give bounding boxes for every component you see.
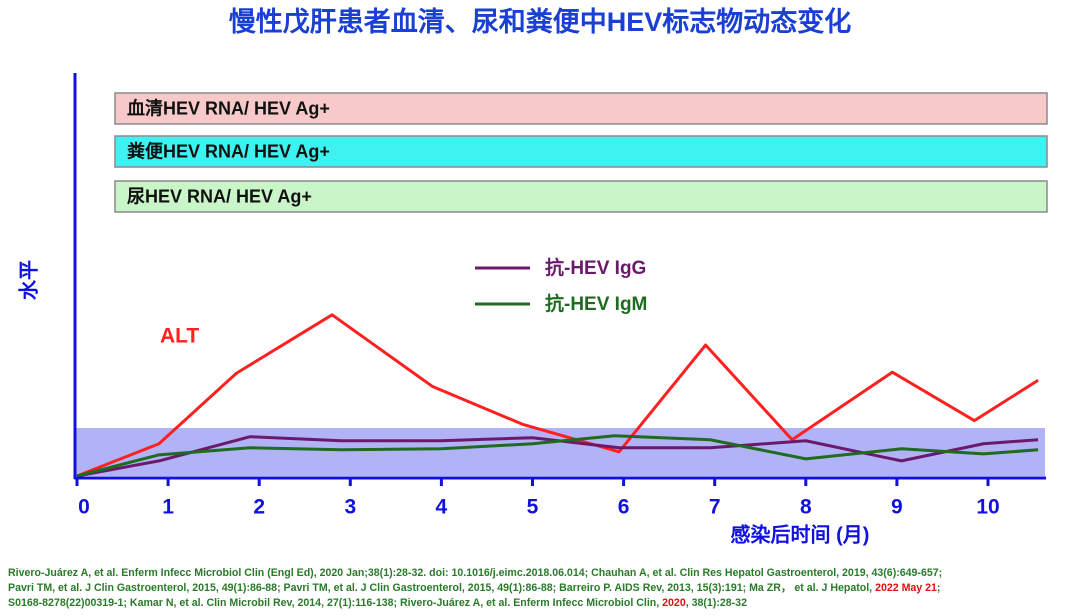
x-tick-label: 10 bbox=[976, 496, 999, 519]
x-tick-label: 3 bbox=[344, 496, 356, 519]
x-tick-label: 4 bbox=[436, 496, 448, 519]
footnote-text: ; bbox=[936, 582, 941, 594]
footnote-line: Rivero-Juárez A, et al. Enferm Infecc Mi… bbox=[8, 566, 1076, 581]
annotation-box bbox=[114, 180, 1048, 213]
y-axis-label: 水平 bbox=[17, 260, 40, 300]
footnote-line: S0168-8278(22)00319-1; Kamar N, et al. C… bbox=[8, 596, 1076, 611]
annotation-label: 血清HEV RNA/ HEV Ag+ bbox=[127, 97, 330, 118]
footnote-text: , 38(1):28-32 bbox=[685, 597, 747, 609]
legend-label: 抗-HEV IgG bbox=[545, 256, 646, 279]
footnote-text: 2020 bbox=[662, 597, 686, 609]
footnote-text: 2022 May 21 bbox=[875, 582, 937, 594]
x-axis-label: 感染后时间 (月) bbox=[731, 522, 870, 546]
series-label: ALT bbox=[160, 325, 199, 348]
footnote-text: S0168-8278(22)00319-1; Kamar N, et al. C… bbox=[8, 597, 663, 609]
footnote-text: Pavri TM, et al. J Clin Gastroenterol, 2… bbox=[8, 582, 876, 594]
x-tick-label: 2 bbox=[253, 496, 265, 519]
annotation-label: 尿HEV RNA/ HEV Ag+ bbox=[127, 186, 312, 206]
plot bbox=[76, 313, 1039, 478]
series-line bbox=[76, 434, 1039, 478]
x-tick-label: 7 bbox=[709, 496, 721, 519]
series-line bbox=[76, 313, 1039, 478]
x-tick-label: 1 bbox=[162, 496, 174, 519]
annotation-box bbox=[114, 92, 1048, 125]
series-line bbox=[76, 435, 1039, 478]
chart: 慢性戊肝患者血清、尿和粪便中HEV标志物动态变化 水平 感染后时间 (月) 血清… bbox=[17, 6, 1048, 546]
x-tick-label: 5 bbox=[527, 496, 539, 519]
legend-label: 抗-HEV IgM bbox=[545, 292, 647, 315]
annotation-box bbox=[114, 135, 1048, 168]
annotation-label: 粪便HEV RNA/ HEV Ag+ bbox=[127, 140, 330, 161]
x-tick-label: 8 bbox=[800, 496, 812, 519]
footnote: Rivero-Juárez A, et al. Enferm Infecc Mi… bbox=[8, 566, 1076, 611]
x-tick-label: 9 bbox=[891, 496, 903, 519]
footnote-text: Rivero-Juárez A, et al. Enferm Infecc Mi… bbox=[8, 567, 943, 579]
footnote-line: Pavri TM, et al. J Clin Gastroenterol, 2… bbox=[8, 581, 1076, 596]
x-tick-label: 6 bbox=[618, 496, 630, 519]
chart-title: 慢性戊肝患者血清、尿和粪便中HEV标志物动态变化 bbox=[229, 6, 852, 37]
x-tick-label: 0 bbox=[78, 496, 90, 519]
